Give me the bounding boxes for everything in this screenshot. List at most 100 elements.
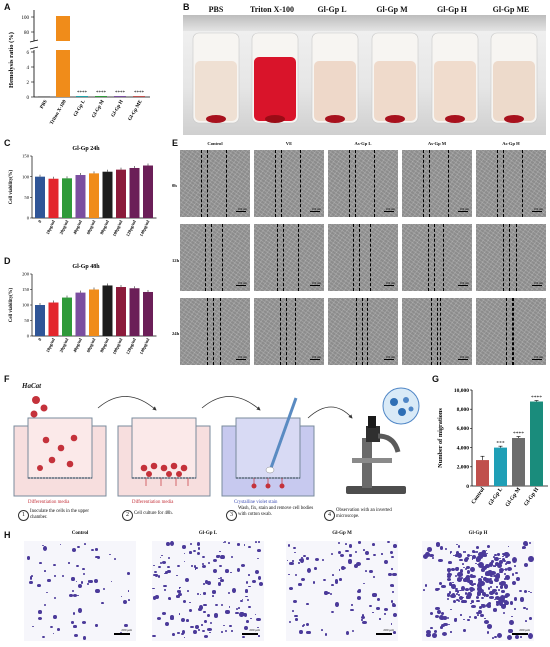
- magnified-cells-icon: [382, 387, 420, 425]
- wound-edge-line: [448, 150, 449, 217]
- wound-edge-line: [503, 150, 504, 217]
- stained-cell: [241, 635, 246, 639]
- stained-cell: [193, 549, 197, 552]
- stained-cell: [76, 565, 80, 568]
- stained-cell: [324, 591, 328, 595]
- wound-edge-line: [359, 224, 360, 291]
- stained-cell: [350, 553, 353, 557]
- stained-cell: [423, 554, 429, 560]
- stained-cell: [331, 552, 334, 555]
- stained-cell: [81, 567, 85, 570]
- migration-image-gl-gp-l: 200 μm: [152, 541, 264, 641]
- viability-48h-xlabel: 10μg/ml: [45, 337, 56, 354]
- tube-gl-gp-h: [431, 32, 479, 124]
- step-2-text: Cell culture for 48h.: [134, 511, 173, 516]
- scale-bar-label: 100 μm: [237, 207, 247, 211]
- stained-cell: [56, 628, 61, 631]
- stained-cell: [392, 572, 397, 577]
- stained-cell: [461, 562, 465, 565]
- scratch-image: 100 μm: [402, 224, 472, 291]
- scratch-col-ve: VE: [285, 141, 293, 146]
- viability-24h-xlabel: 40μg/ml: [72, 219, 83, 236]
- stained-cell: [249, 617, 252, 620]
- stained-cell: [479, 580, 485, 586]
- stained-cell: [372, 575, 375, 579]
- stained-cell: [152, 634, 156, 638]
- stained-cell: [498, 570, 503, 574]
- stained-cell: [473, 615, 477, 619]
- tube-label-m: Gl-Gp M: [376, 5, 408, 14]
- stained-cell: [320, 628, 323, 631]
- stained-cell: [113, 558, 117, 561]
- tube-triton: [251, 32, 299, 124]
- wound-edge-line: [423, 150, 424, 217]
- stained-cell: [495, 591, 499, 595]
- migrations-ylabel: Number of migrations: [437, 408, 444, 468]
- stained-cell: [455, 575, 458, 578]
- stained-cell: [453, 599, 457, 603]
- scratch-row-24h: 24h: [172, 331, 180, 336]
- wound-edge-line: [355, 150, 356, 217]
- stained-cell: [488, 579, 494, 584]
- stained-cell: [496, 563, 502, 568]
- stained-cell: [201, 630, 206, 633]
- stained-cell: [220, 579, 225, 582]
- stained-cell: [505, 568, 508, 571]
- stained-cell: [190, 565, 194, 567]
- stained-cell: [525, 619, 527, 622]
- wound-edge-line: [370, 224, 371, 291]
- stained-cell: [298, 562, 301, 564]
- stained-cell: [481, 549, 486, 554]
- stained-cell: [462, 618, 465, 621]
- hemolysis-xlabel: Gl-Gp L: [73, 99, 87, 118]
- tube-label-triton: Triton X-100: [249, 5, 295, 14]
- stained-cell: [314, 567, 317, 570]
- stained-cell: [446, 578, 451, 582]
- stained-cell: [49, 625, 53, 629]
- scale-bar: [242, 633, 258, 635]
- stained-cell: [244, 589, 249, 593]
- stained-cell: [446, 575, 451, 578]
- stained-cell: [470, 554, 473, 557]
- stained-cell: [496, 601, 500, 604]
- stained-cell: [166, 542, 171, 547]
- stained-cell: [430, 612, 434, 615]
- stained-cell: [508, 628, 513, 634]
- stained-cell: [181, 633, 185, 636]
- viability-24h-bar: [62, 178, 72, 218]
- stained-cell: [488, 602, 492, 605]
- wound-edge-line: [349, 150, 350, 217]
- stained-cell: [176, 631, 180, 634]
- well-3: [221, 397, 315, 497]
- stained-cell: [176, 589, 182, 593]
- wound-edge-line: [512, 298, 513, 365]
- stained-cell: [505, 600, 510, 606]
- stained-cell: [504, 578, 507, 580]
- stained-cell: [242, 612, 246, 617]
- stained-cell: [488, 591, 494, 596]
- stained-cell: [166, 565, 171, 569]
- stained-cell: [459, 589, 462, 592]
- stained-cell: [426, 629, 431, 634]
- scale-bar: [310, 210, 320, 212]
- viability-48h-ytick: 200: [22, 272, 30, 277]
- stained-cell: [505, 555, 508, 558]
- stained-cell: [504, 592, 511, 597]
- stained-cell: [471, 550, 476, 553]
- transwell-schematic: HaCat: [6, 378, 426, 526]
- stained-cell: [469, 574, 474, 578]
- migration-image-label-l: Gl-Gp L: [198, 531, 218, 536]
- stained-cell: [422, 589, 426, 592]
- well-2: [117, 417, 211, 497]
- stained-cell: [257, 548, 261, 552]
- migrations-xlabel: Control: [471, 486, 487, 505]
- stained-cell: [525, 608, 528, 611]
- stained-cell: [459, 558, 464, 562]
- panel-letter-a: A: [4, 2, 11, 12]
- stained-cell: [220, 555, 225, 559]
- stained-cell: [29, 580, 33, 585]
- stained-cell: [476, 611, 480, 615]
- stained-cell: [529, 591, 532, 594]
- stained-cell: [127, 590, 130, 592]
- stained-cell: [356, 595, 361, 600]
